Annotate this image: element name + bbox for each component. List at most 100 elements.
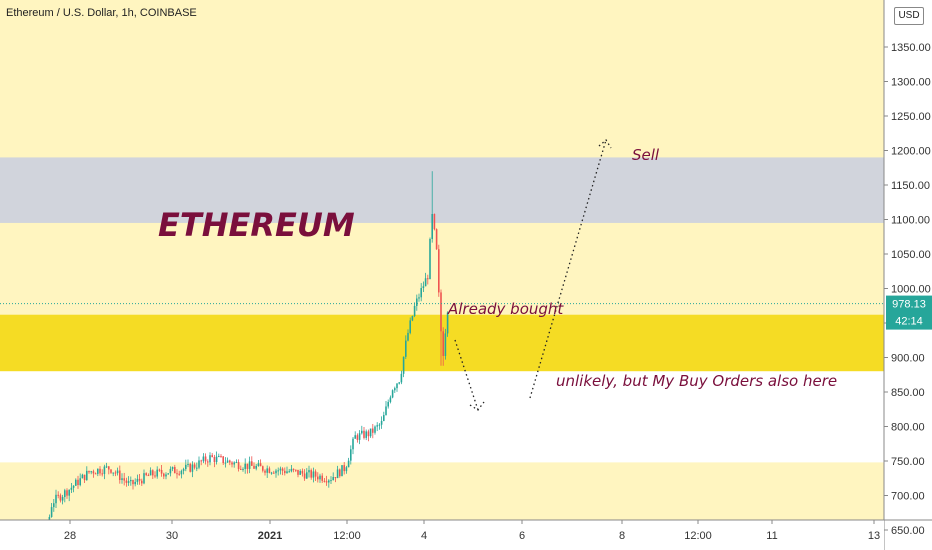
y-tick-label: 1300.00: [891, 77, 931, 89]
candle-body: [281, 468, 284, 471]
candle-body: [266, 468, 268, 473]
candle-body: [363, 430, 365, 438]
candle-body: [147, 475, 150, 477]
candle-body: [160, 469, 163, 474]
candle-body: [213, 456, 216, 463]
candle-body: [413, 305, 416, 317]
candle-body: [405, 340, 407, 357]
candle-body: [387, 401, 389, 407]
candle-body: [277, 470, 279, 472]
candle-body: [372, 428, 374, 433]
candle-body: [61, 497, 64, 501]
y-tick-label: 1250.00: [891, 111, 931, 123]
time-axis[interactable]: [0, 520, 884, 550]
candle-body: [145, 473, 147, 476]
candle-body: [94, 473, 97, 475]
candle-body: [347, 460, 350, 468]
candle-body: [378, 424, 381, 426]
candle-body: [99, 468, 101, 474]
y-tick-label: 800.00: [891, 422, 925, 434]
candle-body: [255, 465, 257, 469]
candle-body: [418, 297, 420, 299]
arrow-up-head: [598, 139, 612, 149]
candle-body: [352, 438, 354, 450]
candle-body: [112, 472, 114, 474]
candle-body: [196, 467, 198, 469]
candle-body: [314, 471, 317, 477]
candle-body: [242, 468, 244, 470]
candle-body: [229, 460, 231, 463]
candle-body: [88, 470, 90, 473]
candle-body: [182, 469, 185, 471]
candle-body: [264, 470, 266, 473]
candle-body: [273, 472, 275, 474]
candle-body: [407, 332, 409, 341]
candle-body: [411, 316, 414, 321]
price-axis[interactable]: [884, 0, 932, 550]
candle-body: [416, 298, 418, 306]
candle-body: [299, 470, 301, 475]
price-tag-value: 978.13: [892, 299, 926, 311]
candle-body: [92, 471, 95, 474]
candle-body: [191, 464, 194, 472]
annotation-buy-orders: unlikely, but My Buy Orders also here: [556, 372, 837, 390]
candle-body: [156, 469, 158, 477]
candle-body: [330, 480, 332, 482]
candle-body: [174, 467, 176, 474]
candle-body: [248, 461, 251, 469]
candle-body: [59, 495, 62, 501]
x-tick-label: 2021: [258, 530, 282, 542]
candle-body: [235, 462, 238, 464]
candle-body: [224, 462, 227, 464]
candle-body: [149, 470, 152, 476]
arrow-down-to-buy: [454, 339, 479, 411]
y-tick-label: 1200.00: [891, 146, 931, 158]
candle-body: [446, 312, 449, 334]
y-tick-label: 700.00: [891, 491, 925, 503]
y-tick-label: 900.00: [891, 353, 925, 365]
candle-body: [127, 481, 130, 483]
candle-body: [75, 479, 77, 486]
candle-body: [334, 477, 337, 479]
candle-body: [246, 463, 249, 469]
candle-body: [341, 465, 343, 477]
candle-body: [339, 469, 341, 477]
x-tick-label: 6: [519, 530, 525, 542]
candle-body: [152, 470, 154, 476]
candle-body: [187, 463, 189, 465]
candle-body: [308, 470, 310, 473]
y-tick-label: 650.00: [891, 525, 925, 537]
candle-body: [165, 474, 167, 477]
candle-body: [385, 406, 387, 416]
candle-body: [138, 478, 141, 481]
candle-body: [134, 481, 136, 485]
candle-body: [66, 490, 68, 496]
candle-body: [391, 390, 394, 398]
candle-body: [365, 431, 367, 438]
candle-body: [325, 481, 328, 483]
candle-body: [204, 456, 207, 462]
candle-body: [288, 471, 290, 473]
currency-button[interactable]: USD: [894, 7, 924, 25]
candle-body: [77, 479, 79, 486]
candle-body: [429, 238, 431, 280]
candle-body: [332, 477, 334, 481]
candle-body: [354, 435, 356, 439]
candle-body: [116, 470, 119, 474]
candle-body: [442, 331, 444, 356]
candle-body: [369, 428, 372, 437]
candle-body: [176, 473, 178, 475]
candle-body: [90, 471, 92, 473]
candle-body: [435, 229, 438, 250]
candle-body: [200, 460, 202, 462]
candle-body: [251, 461, 253, 466]
candle-body: [409, 320, 411, 333]
candle-body: [358, 433, 361, 440]
candle-body: [345, 467, 348, 472]
annotation-sell: Sell: [632, 146, 660, 164]
candle-body: [356, 435, 359, 440]
candle-body: [189, 463, 191, 472]
candle-body: [215, 456, 218, 463]
candle-body: [55, 494, 57, 504]
